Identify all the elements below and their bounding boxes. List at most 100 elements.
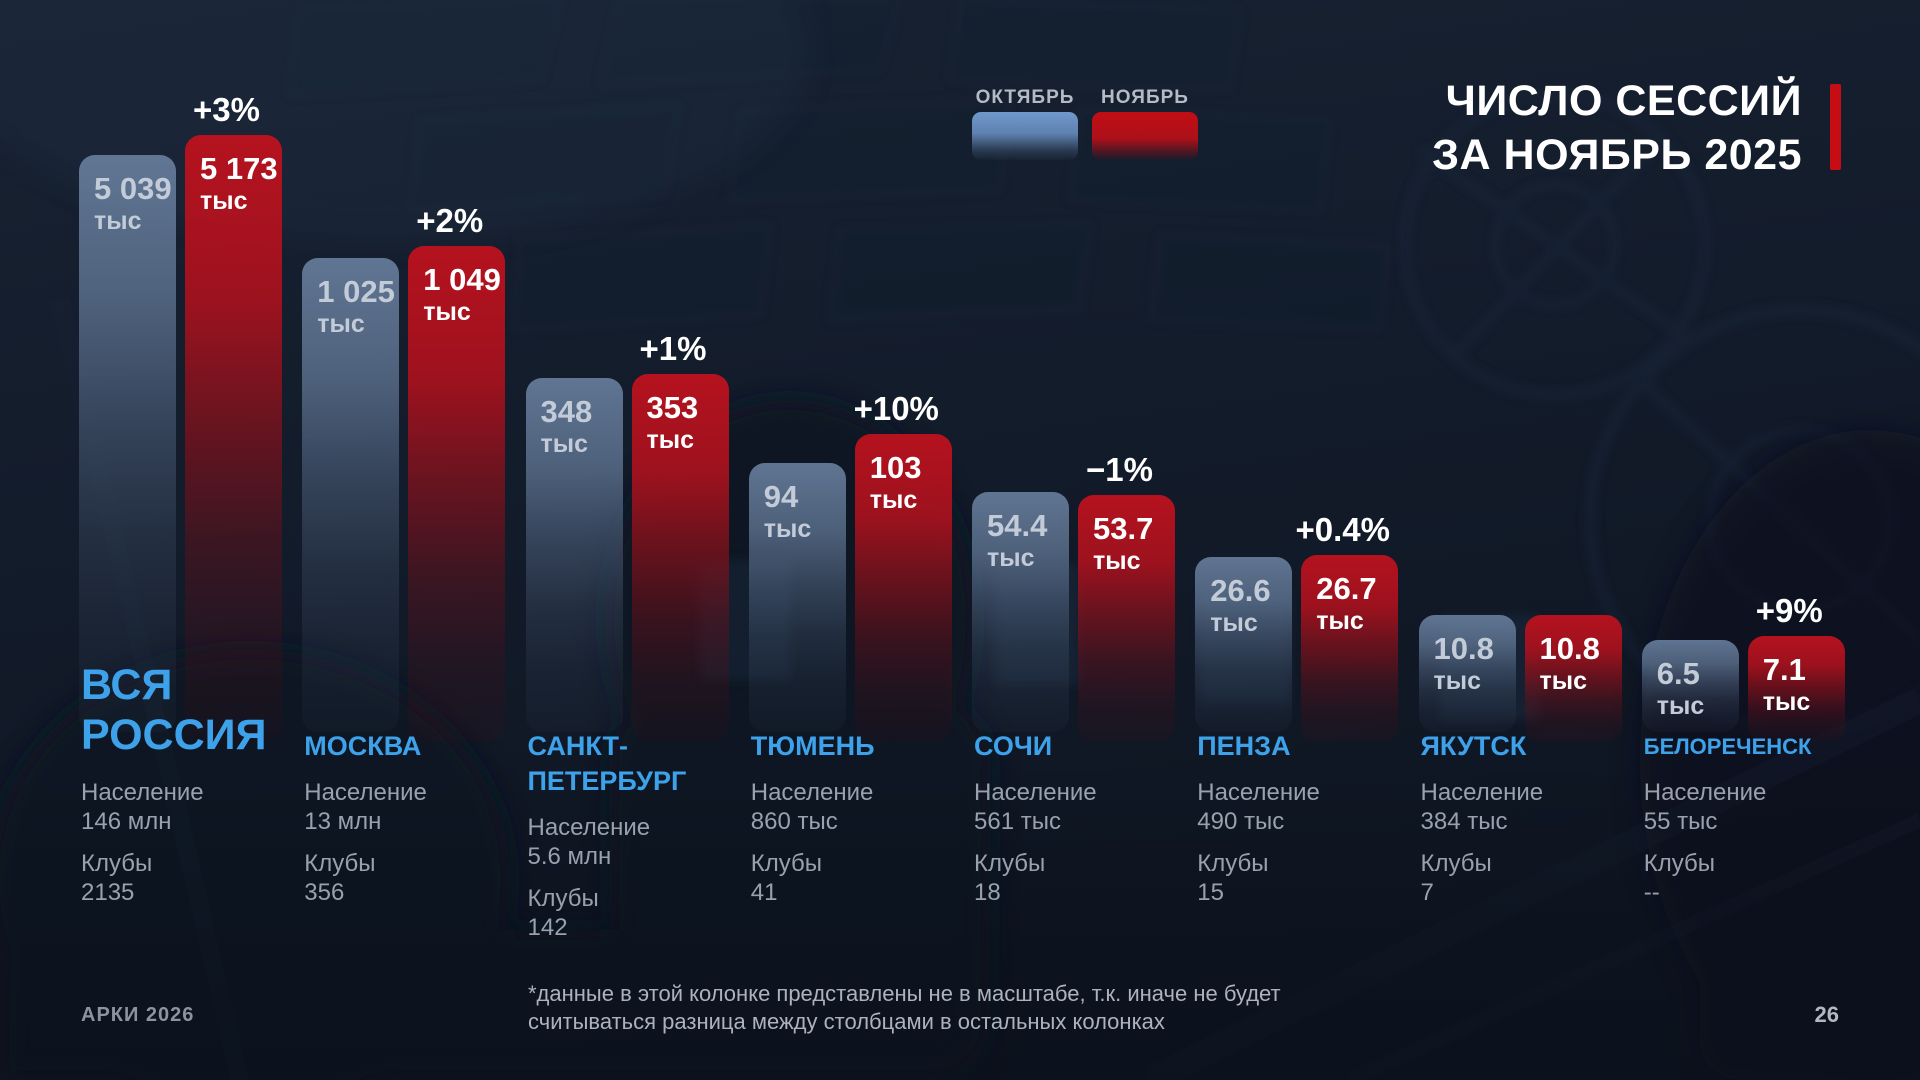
bar-november-unit-2: тыс: [423, 298, 471, 326]
bar-november-value-6: 26.7 тыс: [1316, 571, 1376, 635]
city-info-6: Население 490 тыс Клубы 15: [1197, 778, 1320, 907]
bar-october-unit-1: тыс: [94, 207, 142, 235]
bar-october-value-5: 54.4 тыс: [987, 508, 1047, 572]
bar-october-number-1: 5 039: [94, 171, 172, 206]
bar-november-7: 10.8 тыс: [1524, 615, 1622, 742]
legend-label-october: ОКТЯБРЬ: [975, 87, 1075, 108]
clubs-block-1: Клубы 2135: [81, 849, 204, 907]
city-name-8: БЕЛОРЕЧЕНСК: [1643, 734, 1812, 759]
population-label-6: Население: [1197, 779, 1320, 806]
bar-november-value-1: 5 173 тыс: [200, 151, 278, 215]
bar-october-number-5: 54.4: [987, 508, 1048, 543]
population-label-2: Население: [304, 779, 427, 806]
population-label-5: Население: [974, 779, 1097, 806]
clubs-value-2: 356: [304, 879, 345, 906]
clubs-label-2: Клубы: [304, 850, 376, 877]
population-value-7: 384 тыс: [1420, 808, 1508, 835]
bar-november-unit-7: тыс: [1539, 667, 1588, 695]
bar-october-value-3: 348 тыс: [541, 394, 593, 458]
bar-november-1: 5 173 тыс: [185, 135, 282, 742]
bar-november-number-5: 53.7: [1093, 511, 1154, 546]
bar-november-value-2: 1 049 тыс: [423, 262, 501, 326]
bar-october-unit-5: тыс: [987, 544, 1035, 572]
population-label-8: Население: [1643, 779, 1767, 806]
population-block-1: Население 146 млн: [81, 778, 204, 836]
legend: ОКТЯБРЬ НОЯБРЬ: [972, 86, 1198, 160]
city-name-3: САНКТ- ПЕТЕРБУРГ: [527, 731, 687, 796]
clubs-label-6: Клубы: [1197, 850, 1269, 877]
population-value-8: 55 тыс: [1643, 808, 1718, 835]
clubs-value-6: 15: [1197, 879, 1224, 906]
clubs-block-2: Клубы 356: [304, 849, 427, 907]
city-info-5: Население 561 тыс Клубы 18: [974, 778, 1097, 907]
population-value-3: 5.6 млн: [527, 843, 612, 870]
bar-november-unit-1: тыс: [200, 187, 248, 215]
bar-october-number-4: 94: [763, 479, 799, 514]
bar-october-5: 54.4 тыс: [972, 492, 1069, 732]
city-name-1: ВСЯ РОССИЯ: [81, 661, 267, 759]
legend-item-october: ОКТЯБРЬ: [972, 86, 1078, 160]
bar-november-number-6: 26.7: [1316, 571, 1377, 606]
change-label-4: +10%: [853, 390, 939, 427]
bar-october-value-1: 5 039 тыс: [94, 171, 172, 235]
bar-october-number-7: 10.8: [1433, 631, 1494, 666]
city-name-7: ЯКУТСК: [1420, 731, 1527, 761]
legend-item-november: НОЯБРЬ: [1092, 86, 1198, 160]
bar-november-value-8: 7.1 тыс: [1763, 652, 1811, 716]
bar-november-value-7: 10.8 тыс: [1540, 631, 1600, 695]
city-name-4: ТЮМЕНЬ: [750, 731, 875, 761]
population-block-6: Население 490 тыс: [1197, 778, 1320, 836]
bar-october-unit-7: тыс: [1433, 667, 1482, 695]
bar-november-number-8: 7.1: [1762, 652, 1806, 687]
bar-november-unit-5: тыс: [1093, 547, 1141, 575]
clubs-block-4: Клубы 41: [751, 849, 874, 907]
bar-october-number-2: 1 025: [317, 274, 395, 309]
bar-october-unit-8: тыс: [1656, 692, 1705, 720]
population-block-8: Население 55 тыс: [1644, 778, 1767, 836]
bar-november-5: 53.7 тыс: [1078, 495, 1175, 742]
slide-title: ЧИСЛО СЕССИЙ ЗА НОЯБРЬ 2025: [1432, 77, 1802, 179]
clubs-label-4: Клубы: [750, 850, 822, 877]
population-value-5: 561 тыс: [974, 808, 1061, 835]
clubs-block-6: Клубы 15: [1197, 849, 1320, 907]
bar-october-value-7: 10.8 тыс: [1434, 631, 1494, 695]
bar-october-7: 10.8 тыс: [1418, 615, 1516, 732]
city-info-7: Население 384 тыс Клубы 7: [1421, 778, 1544, 907]
population-label-1: Население: [81, 779, 204, 806]
clubs-block-8: Клубы --: [1644, 849, 1767, 907]
population-value-2: 13 млн: [304, 808, 382, 835]
population-block-4: Население 860 тыс: [751, 778, 874, 836]
bar-october-value-6: 26.6 тыс: [1210, 573, 1270, 637]
legend-label-november: НОЯБРЬ: [1101, 87, 1189, 108]
population-label-4: Население: [750, 779, 874, 806]
change-label-6: +0.4%: [1295, 511, 1391, 548]
bar-november-8: 7.1 тыс: [1747, 636, 1845, 742]
bar-october-number-8: 6.5: [1656, 656, 1700, 691]
city-name-2: МОСКВА: [304, 731, 422, 761]
clubs-value-1: 2135: [81, 879, 135, 906]
bar-november-2: 1 049 тыс: [408, 246, 506, 742]
clubs-value-5: 18: [974, 879, 1001, 906]
bar-october-unit-4: тыс: [763, 515, 812, 543]
clubs-block-3: Клубы 142: [528, 884, 651, 942]
bar-november-4: 103 тыс: [854, 434, 952, 742]
bar-november-number-4: 103: [869, 450, 922, 485]
bar-october-unit-3: тыс: [540, 430, 589, 458]
clubs-label-5: Клубы: [974, 850, 1046, 877]
city-info-8: Население 55 тыс Клубы --: [1644, 778, 1767, 907]
city-name-5: СОЧИ: [974, 731, 1053, 761]
bar-november-value-5: 53.7 тыс: [1093, 511, 1153, 575]
clubs-block-7: Клубы 7: [1421, 849, 1544, 907]
city-info-4: Население 860 тыс Клубы 41: [751, 778, 874, 907]
clubs-block-5: Клубы 18: [974, 849, 1097, 907]
clubs-label-7: Клубы: [1420, 850, 1492, 877]
clubs-label-3: Клубы: [527, 885, 599, 912]
bar-october-value-2: 1 025 тыс: [317, 274, 395, 338]
population-label-3: Население: [527, 814, 651, 841]
bar-november-number-7: 10.8: [1539, 631, 1600, 666]
bar-october-number-3: 348: [540, 394, 593, 429]
city-info-1: Население 146 млн Клубы 2135: [81, 778, 204, 907]
bar-october-value-8: 6.5 тыс: [1657, 656, 1705, 720]
change-label-5: −1%: [1086, 451, 1153, 488]
